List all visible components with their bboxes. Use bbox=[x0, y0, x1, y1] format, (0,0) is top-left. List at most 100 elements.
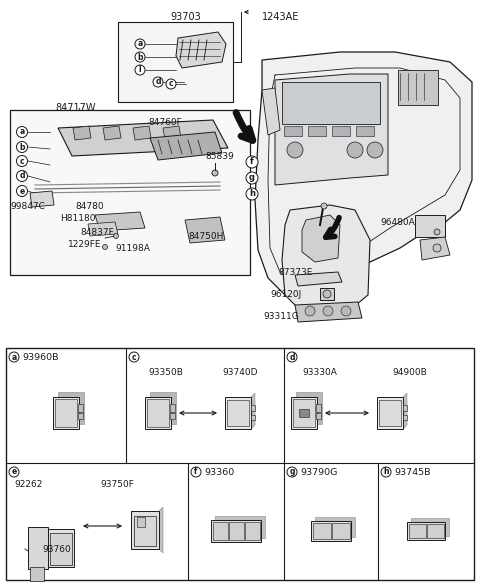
Bar bbox=[311, 521, 351, 541]
Text: c: c bbox=[20, 156, 24, 165]
Circle shape bbox=[16, 155, 27, 166]
Bar bbox=[213, 522, 228, 540]
Circle shape bbox=[135, 39, 145, 49]
Polygon shape bbox=[302, 215, 340, 262]
Circle shape bbox=[287, 467, 297, 477]
Text: 92262: 92262 bbox=[14, 480, 42, 489]
Bar bbox=[251, 405, 255, 411]
Circle shape bbox=[433, 244, 441, 252]
Circle shape bbox=[135, 52, 145, 62]
Text: c: c bbox=[168, 80, 173, 88]
Text: 84717W: 84717W bbox=[55, 103, 96, 113]
Polygon shape bbox=[58, 120, 228, 156]
Bar bbox=[170, 413, 175, 419]
Polygon shape bbox=[150, 392, 176, 424]
Polygon shape bbox=[282, 205, 370, 315]
Bar bbox=[308, 126, 326, 136]
Circle shape bbox=[434, 229, 440, 235]
Bar bbox=[53, 397, 79, 429]
Circle shape bbox=[321, 203, 327, 209]
Bar bbox=[28, 527, 48, 569]
Bar bbox=[251, 415, 255, 420]
Polygon shape bbox=[73, 126, 91, 140]
Circle shape bbox=[135, 65, 145, 75]
Bar bbox=[48, 529, 74, 567]
Bar bbox=[415, 215, 445, 237]
Circle shape bbox=[246, 156, 258, 168]
Bar bbox=[377, 397, 403, 429]
Bar bbox=[30, 567, 44, 581]
Circle shape bbox=[153, 77, 163, 87]
Bar bbox=[316, 413, 321, 419]
Bar bbox=[147, 399, 169, 427]
Bar bbox=[145, 397, 171, 429]
Text: 84780: 84780 bbox=[75, 202, 104, 211]
Polygon shape bbox=[150, 132, 222, 160]
Polygon shape bbox=[275, 74, 388, 185]
Circle shape bbox=[166, 79, 176, 89]
Text: 93703: 93703 bbox=[170, 12, 201, 22]
Text: 93960B: 93960B bbox=[22, 353, 59, 362]
Text: 93740D: 93740D bbox=[222, 368, 257, 377]
Polygon shape bbox=[30, 191, 54, 207]
Polygon shape bbox=[176, 32, 226, 68]
Polygon shape bbox=[88, 222, 118, 236]
Text: 93311G: 93311G bbox=[263, 312, 299, 321]
Bar bbox=[427, 524, 444, 538]
Bar bbox=[225, 397, 251, 429]
Bar bbox=[291, 397, 317, 429]
Text: h: h bbox=[383, 468, 389, 476]
Text: g: g bbox=[249, 173, 255, 182]
Circle shape bbox=[347, 142, 363, 158]
Polygon shape bbox=[251, 393, 255, 429]
Text: 84837F: 84837F bbox=[80, 228, 114, 237]
Bar bbox=[245, 522, 260, 540]
Text: 91198A: 91198A bbox=[115, 244, 150, 253]
Circle shape bbox=[113, 233, 119, 239]
Bar bbox=[407, 522, 445, 540]
Polygon shape bbox=[403, 393, 407, 429]
Circle shape bbox=[367, 142, 383, 158]
Text: 99847C: 99847C bbox=[10, 202, 45, 211]
Text: 1243AE: 1243AE bbox=[262, 12, 300, 22]
Text: f: f bbox=[250, 158, 254, 166]
Text: b: b bbox=[19, 142, 25, 152]
Polygon shape bbox=[159, 507, 163, 553]
Text: 1229FE: 1229FE bbox=[68, 240, 101, 249]
Text: e: e bbox=[19, 186, 24, 196]
Bar bbox=[356, 126, 374, 136]
Text: 94900B: 94900B bbox=[392, 368, 427, 377]
Bar bbox=[409, 524, 426, 538]
Text: 93350B: 93350B bbox=[148, 368, 183, 377]
Circle shape bbox=[287, 352, 297, 362]
Text: 93760: 93760 bbox=[42, 545, 71, 554]
Bar bbox=[6, 348, 474, 580]
Bar bbox=[398, 70, 438, 105]
Circle shape bbox=[16, 171, 27, 182]
Bar bbox=[320, 288, 334, 300]
Text: H81180: H81180 bbox=[60, 214, 96, 223]
Circle shape bbox=[129, 352, 139, 362]
Circle shape bbox=[246, 188, 258, 200]
Polygon shape bbox=[296, 392, 322, 424]
Circle shape bbox=[287, 142, 303, 158]
Text: h: h bbox=[249, 189, 255, 199]
Circle shape bbox=[9, 467, 19, 477]
Polygon shape bbox=[315, 517, 355, 537]
Bar bbox=[316, 404, 321, 412]
Circle shape bbox=[16, 141, 27, 152]
Circle shape bbox=[9, 352, 19, 362]
Circle shape bbox=[341, 306, 351, 316]
Bar bbox=[332, 126, 350, 136]
Polygon shape bbox=[95, 212, 145, 231]
Polygon shape bbox=[163, 126, 181, 140]
Bar bbox=[137, 517, 145, 527]
Bar bbox=[211, 520, 261, 542]
Text: 87373E: 87373E bbox=[278, 268, 312, 277]
Circle shape bbox=[212, 170, 218, 176]
Polygon shape bbox=[133, 126, 151, 140]
Bar bbox=[134, 516, 156, 546]
Polygon shape bbox=[295, 302, 362, 322]
Text: e: e bbox=[12, 468, 17, 476]
Text: l: l bbox=[139, 66, 141, 74]
